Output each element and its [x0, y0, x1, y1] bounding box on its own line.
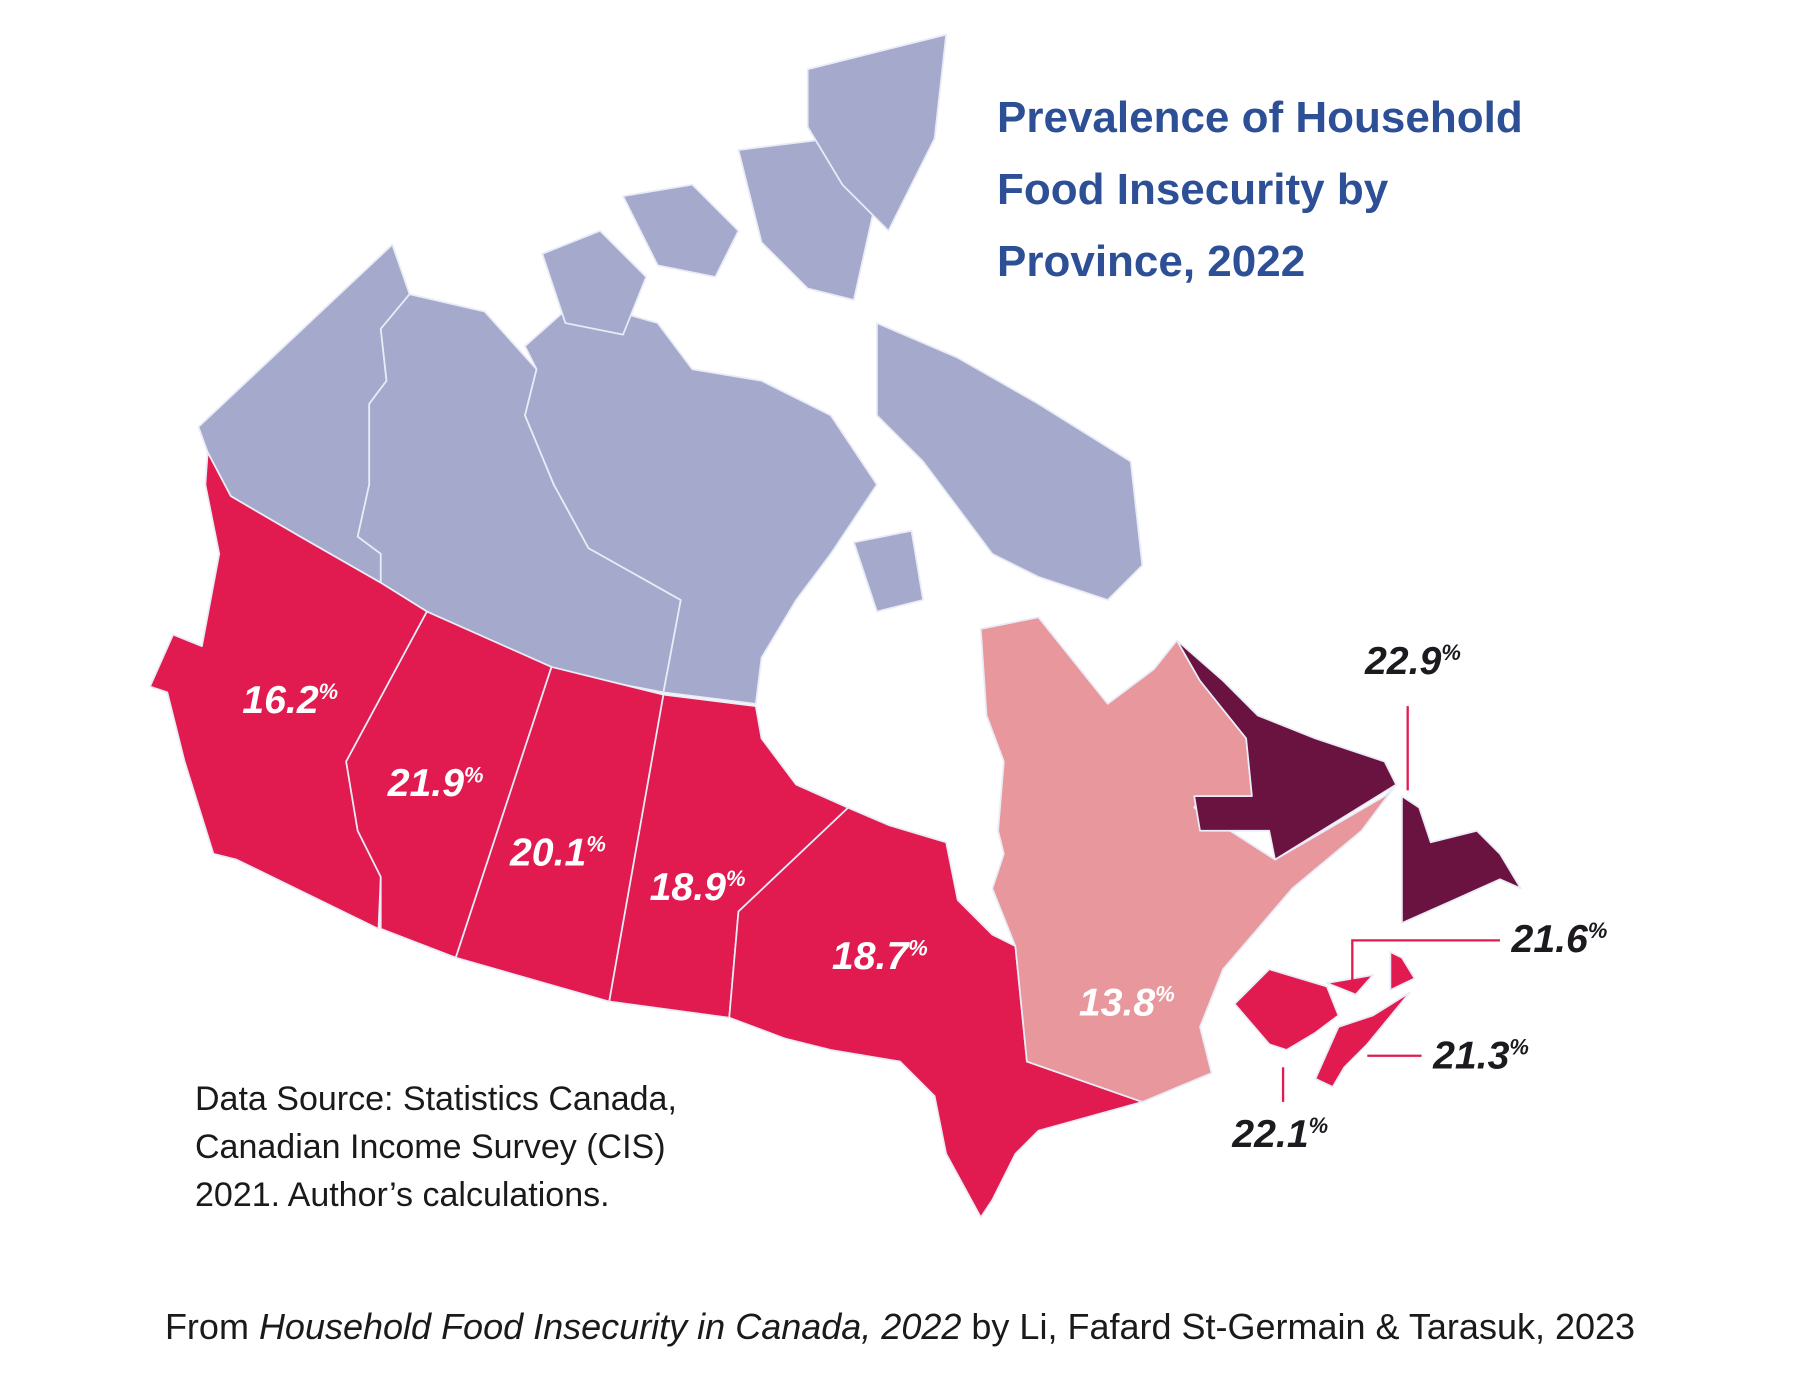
region-southampton-island [852, 529, 924, 613]
value-label-mb: 18.9% [650, 865, 746, 909]
value-label-ns: 21.3% [1432, 1033, 1529, 1077]
value-label-nb: 22.1% [1231, 1112, 1328, 1156]
region-newfoundland [1401, 795, 1522, 924]
citation-suffix: by Li, Fafard St-Germain & Tarasuk, 2023 [961, 1306, 1636, 1347]
region-nova-scotia [1314, 991, 1411, 1088]
source-line: Data Source: Statistics Canada, [195, 1080, 677, 1118]
source-line: 2021. Author’s calculations. [195, 1176, 610, 1214]
value-label-qc: 13.8% [1079, 980, 1175, 1024]
region-new-brunswick [1233, 968, 1340, 1051]
region-quebec [979, 616, 1398, 1103]
value-label-nl: 22.9% [1364, 639, 1461, 683]
source-line: Canadian Income Survey (CIS) [195, 1128, 666, 1166]
title-line: Province, 2022 [997, 237, 1306, 286]
region-prince-edward-island [1326, 974, 1374, 996]
region-british-columbia [149, 451, 428, 930]
map-title: Prevalence of Household Food Insecurity … [997, 82, 1523, 298]
citation-footer: From Household Food Insecurity in Canada… [0, 1306, 1800, 1348]
region-baffin-island [876, 322, 1144, 601]
value-label-ab: 21.9% [387, 761, 484, 805]
value-label-bc: 16.2% [242, 678, 338, 722]
title-line: Food Insecurity by [997, 165, 1389, 214]
region-arctic-island [622, 183, 740, 278]
region-labrador [1176, 639, 1398, 861]
citation-work-title: Household Food Insecurity in Canada, 202… [258, 1306, 962, 1347]
value-label-pe: 21.6% [1511, 917, 1608, 961]
citation-prefix: From [164, 1306, 259, 1347]
region-ontario [728, 806, 1144, 1219]
region-nunavut-mainland [524, 299, 878, 705]
title-line: Prevalence of Household [997, 93, 1523, 142]
leader-line-pe [1351, 939, 1500, 987]
region-ellesmere-island [806, 33, 948, 232]
data-source-note: Data Source: Statistics Canada, Canadian… [195, 1075, 677, 1219]
region-arctic-island [541, 229, 648, 336]
region-cape-breton [1389, 951, 1416, 991]
value-label-sk: 20.1% [509, 830, 606, 874]
value-label-on: 18.7% [832, 934, 928, 978]
